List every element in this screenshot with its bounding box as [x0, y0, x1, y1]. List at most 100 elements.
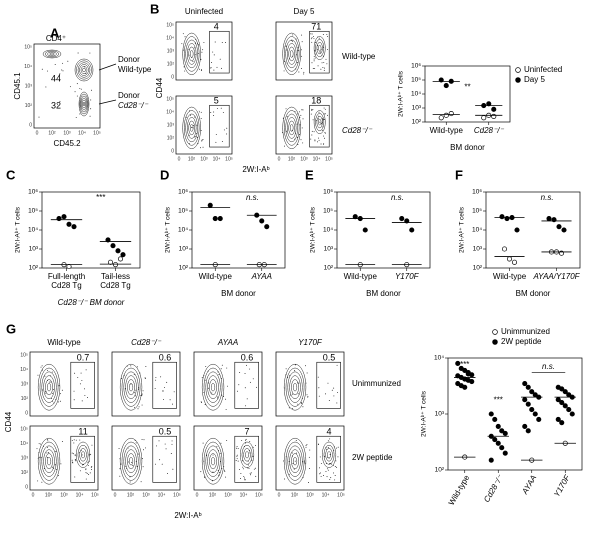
event-dot	[38, 451, 40, 453]
event-dot	[194, 116, 196, 118]
event-dot	[245, 479, 246, 481]
event-dot	[36, 448, 38, 450]
event-dot	[218, 374, 220, 376]
event-dot	[249, 381, 251, 383]
event-dot	[283, 460, 285, 462]
contour	[210, 457, 216, 466]
event-dot	[141, 404, 143, 406]
event-dot	[210, 112, 212, 114]
event-dot	[324, 131, 326, 133]
event-dot	[181, 43, 183, 45]
y-tick-label: 10³	[473, 246, 483, 253]
data-point	[117, 256, 124, 262]
event-dot	[77, 376, 79, 378]
event-dot	[195, 136, 197, 137]
event-dot	[202, 442, 204, 444]
event-dot	[305, 462, 307, 464]
event-dot	[297, 144, 299, 145]
flow-plot	[111, 351, 181, 417]
event-dot	[57, 401, 59, 403]
event-dot	[329, 453, 331, 455]
flow-tick-label: 10²	[288, 156, 296, 162]
y-axis-label: 2W:I-Aᵇ⁺ T cells	[15, 206, 22, 253]
data-point	[536, 416, 542, 422]
x-axis-label: BM donor	[450, 143, 485, 152]
event-dot	[311, 41, 313, 43]
plot-frame	[191, 191, 286, 269]
contour	[188, 46, 195, 62]
data-point	[529, 407, 535, 413]
event-dot	[182, 49, 184, 51]
event-dot	[317, 118, 319, 120]
contour	[239, 441, 255, 468]
contour	[185, 113, 198, 143]
event-dot	[323, 143, 324, 145]
event-dot	[317, 443, 319, 445]
event-dot	[226, 367, 228, 369]
event-dot	[310, 33, 312, 35]
data-point	[522, 380, 528, 387]
event-dot	[189, 114, 191, 116]
data-point	[556, 224, 562, 230]
event-dot	[60, 463, 62, 465]
event-dot	[221, 364, 223, 366]
event-dot	[220, 67, 222, 69]
contour	[188, 120, 195, 136]
event-dot	[51, 371, 53, 373]
event-dot	[73, 399, 75, 401]
panel-label: F	[455, 167, 463, 182]
event-dot	[204, 379, 206, 381]
y-tick-label: 10³	[324, 246, 334, 253]
arrow	[98, 99, 117, 105]
event-dot	[59, 74, 60, 75]
event-dot	[218, 474, 220, 476]
data-point	[546, 216, 552, 222]
event-dot	[313, 55, 315, 57]
event-dot	[182, 33, 184, 35]
contour	[182, 106, 201, 150]
contour	[291, 379, 299, 396]
event-dot	[144, 378, 146, 380]
event-dot	[43, 468, 45, 470]
event-dot	[319, 473, 320, 475]
event-dot	[85, 478, 87, 480]
axis-label: CD45.1	[13, 72, 22, 100]
contour	[127, 453, 135, 470]
event-dot	[201, 139, 203, 141]
flow-tick-label: 10⁵	[93, 130, 101, 136]
event-dot	[139, 372, 141, 374]
contour	[318, 44, 322, 52]
event-dot	[200, 69, 202, 71]
y-tick-label: 10⁴	[434, 355, 444, 362]
plot-frame	[424, 65, 511, 123]
y-axis-label: 2W:I-Aᵇ⁺ T cells	[398, 70, 405, 117]
event-dot	[129, 481, 131, 483]
event-dot	[308, 468, 310, 470]
flow-plot	[275, 21, 333, 81]
event-dot	[244, 373, 246, 375]
event-dot	[40, 457, 42, 459]
event-dot	[294, 138, 296, 140]
event-dot	[242, 468, 244, 470]
event-dot	[284, 61, 285, 62]
event-dot	[315, 53, 317, 55]
percentage: 4	[327, 426, 332, 436]
flow-frame	[275, 95, 333, 155]
event-dot	[224, 471, 226, 472]
event-dot	[319, 467, 321, 469]
event-dot	[53, 389, 54, 390]
contour	[82, 67, 86, 73]
flow-tick-label: 10²	[127, 492, 135, 498]
event-dot	[213, 115, 215, 117]
gate-label: CD4⁺	[46, 34, 66, 43]
event-dot	[323, 61, 325, 63]
event-dot	[313, 60, 315, 62]
event-dot	[325, 471, 327, 473]
event-dot	[327, 382, 329, 384]
event-dot	[299, 116, 301, 118]
event-dot	[46, 379, 48, 381]
event-dot	[292, 462, 294, 464]
x-axis-label: BM donor	[516, 289, 551, 298]
event-dot	[119, 475, 121, 477]
legend-marker	[515, 77, 521, 83]
